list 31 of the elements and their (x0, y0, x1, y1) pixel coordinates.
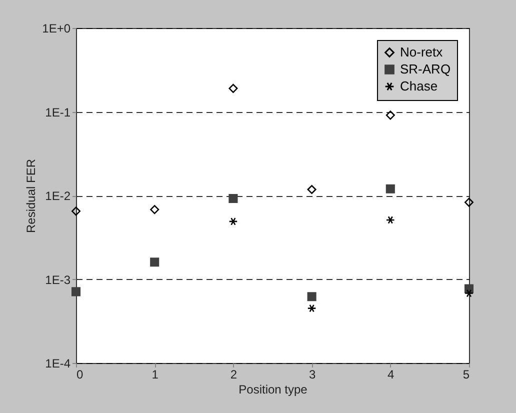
point (228, 194, 238, 204)
legend-label: Chase (400, 78, 438, 94)
point (307, 184, 316, 194)
point (386, 184, 395, 194)
y-axis-title: Residual FER (24, 158, 38, 234)
x-tick-label: 5 (462, 368, 470, 382)
point (464, 289, 474, 298)
y-tick-label: 1E-2 (45, 189, 71, 203)
point (228, 217, 238, 226)
x-tick-label: 3 (308, 368, 316, 382)
point (150, 258, 160, 267)
legend-label: SR-ARQ (400, 62, 451, 76)
x-tick-label: 1 (152, 368, 159, 382)
point (71, 206, 81, 216)
y-tick-label: 1E-4 (45, 356, 71, 370)
point (307, 292, 316, 302)
point (464, 198, 474, 207)
point (386, 216, 395, 224)
x-tick-label: 4 (388, 368, 395, 382)
point (71, 287, 81, 296)
point (307, 304, 316, 312)
x-tick-label: 2 (230, 368, 238, 382)
y-tick-label: 1E+0 (42, 22, 71, 36)
y-tick-label: 1E-1 (45, 105, 71, 120)
legend-label: No-retx (400, 44, 444, 60)
y-tick-label: 1E-3 (45, 272, 71, 287)
point (228, 84, 238, 93)
point (386, 110, 395, 120)
x-tick-label: 0 (76, 368, 84, 382)
point (150, 205, 160, 214)
x-axis-title: Position type (238, 382, 308, 396)
